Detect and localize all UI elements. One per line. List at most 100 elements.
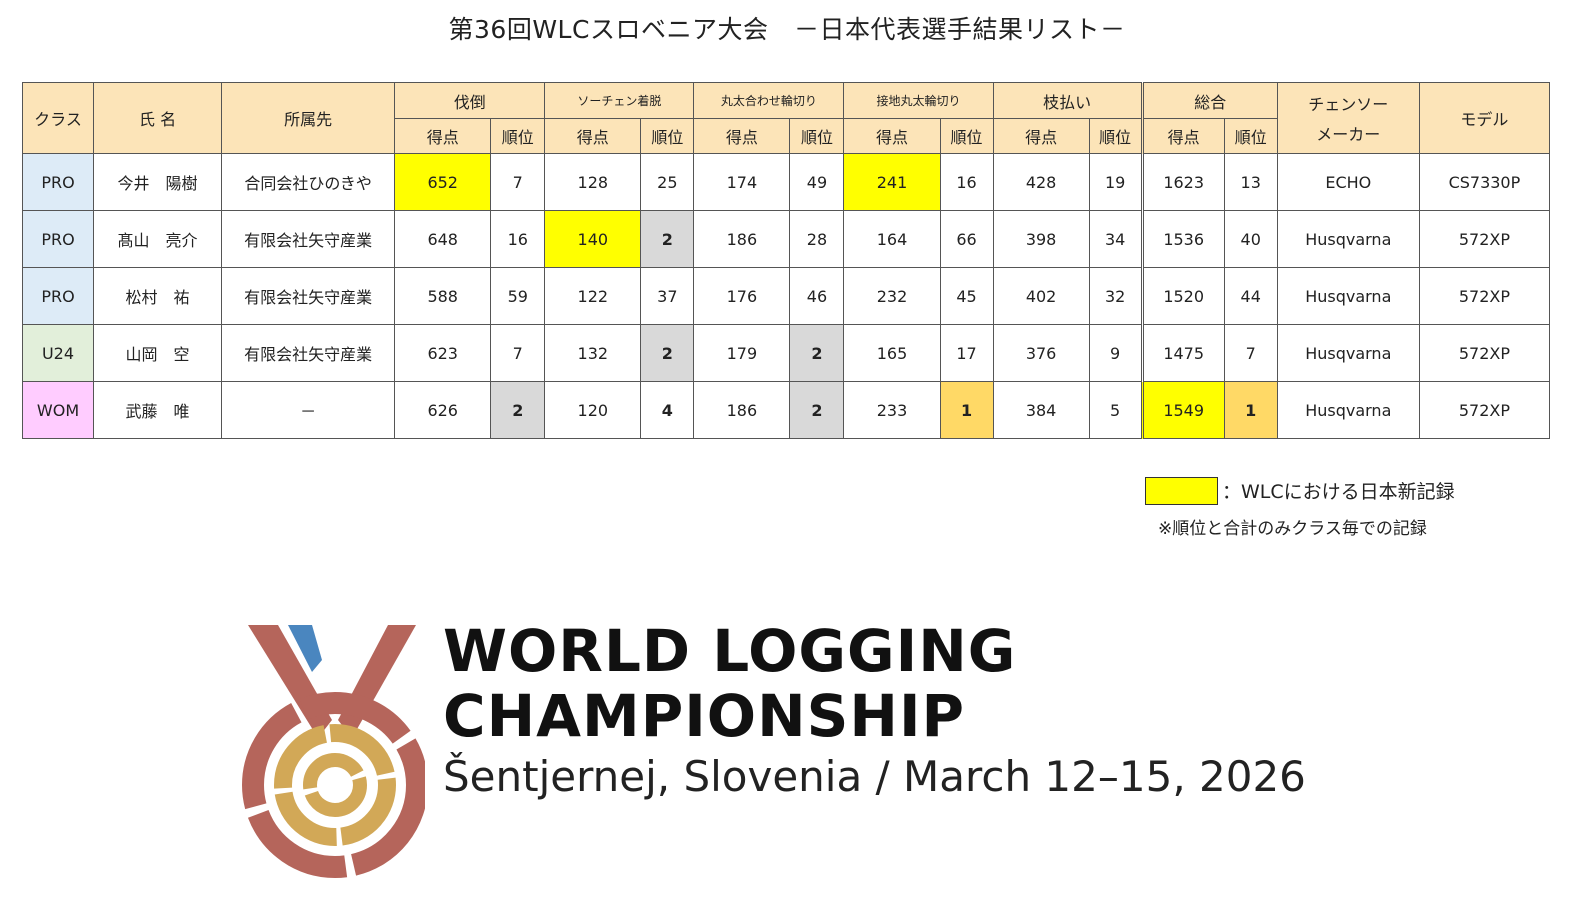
affiliation-cell-text: 有限会社矢守産業	[244, 231, 373, 250]
class-cell: PRO	[21, 267, 95, 325]
score-cell: 186	[693, 210, 791, 268]
score-cell: 241	[843, 153, 941, 211]
rank-cell: 7	[490, 153, 546, 211]
score-cell: 176	[693, 267, 791, 325]
maker-cell-text: Husqvarna	[1305, 400, 1392, 420]
subheader-score: 得点	[394, 118, 492, 154]
rank-cell-text: 2	[661, 229, 673, 249]
score-cell: 120	[544, 381, 642, 439]
affiliation-cell: 有限会社矢守産業	[221, 324, 396, 382]
score-cell: 398	[992, 210, 1090, 268]
score-cell-text: 626	[427, 400, 458, 420]
score-cell: 140	[544, 210, 642, 268]
rank-cell-text: 1	[1245, 400, 1257, 420]
model-cell-text: 572XP	[1458, 343, 1510, 363]
model-cell: 572XP	[1418, 210, 1551, 268]
score-cell-text: 186	[726, 229, 758, 249]
name-cell: 武藤 唯	[93, 381, 223, 439]
rank-cell-text: 13	[1240, 172, 1261, 192]
header-event-precision-bucking: 接地丸太輪切り	[843, 82, 994, 119]
rank-cell: 2	[789, 324, 845, 382]
class-cell-text: PRO	[41, 229, 75, 249]
rank-cell: 59	[490, 267, 546, 325]
affiliation-cell-text: 有限会社矢守産業	[244, 345, 373, 364]
header-event-limbing: 枝払い	[992, 82, 1143, 119]
rank-cell: 13	[1223, 153, 1278, 211]
rank-cell: 1	[1223, 381, 1278, 439]
rank-cell-text: 5	[1110, 400, 1121, 420]
affiliation-cell-text: 合同会社ひのきや	[244, 174, 372, 193]
score-cell-text: 398	[1025, 229, 1057, 249]
score-cell: 122	[544, 267, 642, 325]
rank-cell-text: 34	[1104, 229, 1126, 249]
class-cell-text: U24	[41, 343, 75, 363]
score-cell-text: 1623	[1163, 172, 1205, 192]
rank-cell: 16	[490, 210, 546, 268]
score-cell-text: 1549	[1163, 400, 1205, 420]
rank-cell: 40	[1223, 210, 1278, 268]
rank-cell: 4	[640, 381, 695, 439]
rank-cell-text: 46	[806, 286, 828, 306]
score-cell: 233	[843, 381, 941, 439]
rank-cell-text: 16	[507, 229, 528, 249]
score-cell-text: 179	[726, 343, 758, 363]
model-cell: CS7330P	[1418, 153, 1551, 211]
rank-cell-text: 28	[806, 229, 828, 249]
maker-cell-text: Husqvarna	[1305, 229, 1392, 249]
score-cell-text: 128	[577, 172, 609, 192]
score-cell: 1475	[1140, 324, 1225, 382]
rank-cell: 7	[490, 324, 546, 382]
maker-cell: Husqvarna	[1276, 210, 1420, 268]
score-cell: 588	[394, 267, 492, 325]
affiliation-cell-text: －	[300, 402, 317, 421]
subheader-score: 得点	[843, 118, 941, 154]
score-cell-text: 652	[427, 172, 458, 192]
score-cell-text: 384	[1025, 400, 1057, 420]
rank-cell: 2	[490, 381, 546, 439]
class-cell: PRO	[21, 210, 95, 268]
table-row: WOM 武藤 唯 － 626 2 120 4 186 2 233 1 384 5 1549 1 Husqvar…	[21, 381, 1551, 439]
score-cell: 164	[843, 210, 941, 268]
header-affiliation: 所属先	[221, 82, 396, 154]
rank-cell-text: 49	[806, 172, 828, 192]
maker-cell: Husqvarna	[1276, 381, 1420, 439]
name-cell-text: 武藤 唯	[125, 402, 190, 421]
header-event-chain-change: ソーチェン着脱	[544, 82, 695, 119]
table-row: PRO 髙山 亮介 有限会社矢守産業 648 16 140 2 186 28 164 66 398 34…	[21, 210, 1551, 268]
score-cell-text: 376	[1025, 343, 1057, 363]
score-cell: 232	[843, 267, 941, 325]
class-cell: PRO	[21, 153, 95, 211]
logo-line3: Šentjernej, Slovenia / March 12–15, 2026	[443, 752, 1306, 801]
subheader-score: 得点	[693, 118, 791, 154]
results-table: クラス 氏 名 所属先 伐倒 ソーチェン着脱 丸太合わせ輪切り 接地丸太輪切り …	[21, 82, 1551, 439]
class-cell: U24	[21, 324, 95, 382]
rank-cell-text: 2	[811, 343, 823, 363]
score-cell: 402	[992, 267, 1090, 325]
rank-cell-text: 7	[512, 343, 523, 363]
subheader-score: 得点	[544, 118, 642, 154]
class-cell-text: PRO	[41, 286, 75, 306]
header-class: クラス	[21, 82, 95, 154]
score-cell: 128	[544, 153, 642, 211]
subheader-score: 得点	[992, 118, 1090, 154]
score-cell: 623	[394, 324, 492, 382]
affiliation-cell: 有限会社矢守産業	[221, 267, 396, 325]
score-cell-text: 120	[577, 400, 609, 420]
rank-cell: 2	[789, 381, 845, 439]
header-maker-line1: チェンソー	[1308, 95, 1389, 114]
rank-cell-text: 66	[956, 229, 977, 249]
subheader-rank: 順位	[789, 118, 845, 154]
rank-cell: 25	[640, 153, 695, 211]
score-cell: 1536	[1140, 210, 1225, 268]
model-cell: 572XP	[1418, 267, 1551, 325]
score-cell-text: 232	[876, 286, 908, 306]
class-cell: WOM	[21, 381, 95, 439]
subheader-rank: 順位	[490, 118, 546, 154]
table-row: U24 山岡 空 有限会社矢守産業 623 7 132 2 179 2 165 17 376 9 1475…	[21, 324, 1551, 382]
score-cell: 174	[693, 153, 791, 211]
rank-cell: 44	[1223, 267, 1278, 325]
score-cell-text: 588	[427, 286, 458, 306]
name-cell: 髙山 亮介	[93, 210, 223, 268]
rank-cell-text: 7	[1245, 343, 1256, 363]
header-model: モデル	[1418, 82, 1551, 154]
